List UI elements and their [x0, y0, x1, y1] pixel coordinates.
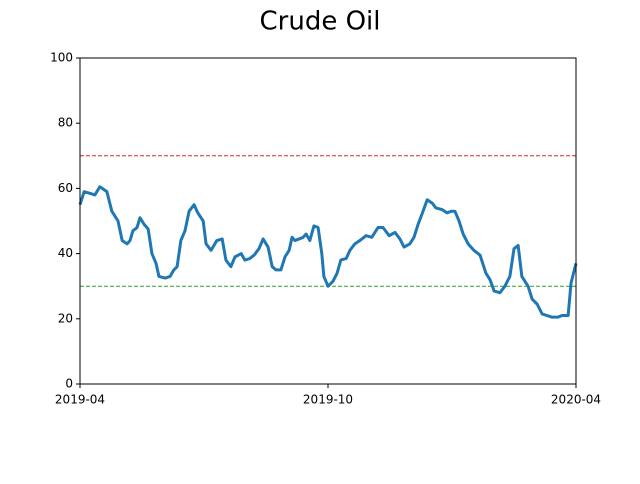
- plot-frame: [79, 57, 577, 385]
- y-tick-label: 0: [65, 377, 73, 391]
- y-tick-label: 20: [58, 311, 73, 325]
- y-tick-label: 60: [58, 181, 73, 195]
- x-tick-label: 2019-10: [303, 393, 353, 407]
- data-line: [78, 185, 578, 319]
- y-tick-label: 80: [58, 116, 73, 130]
- chart-title: Crude Oil: [260, 7, 381, 37]
- y-tick-label: 40: [58, 246, 73, 260]
- x-tick-label: 2019-04: [55, 393, 105, 407]
- y-tick-label: 100: [50, 51, 73, 65]
- x-tick-label: 2020-04: [551, 393, 601, 407]
